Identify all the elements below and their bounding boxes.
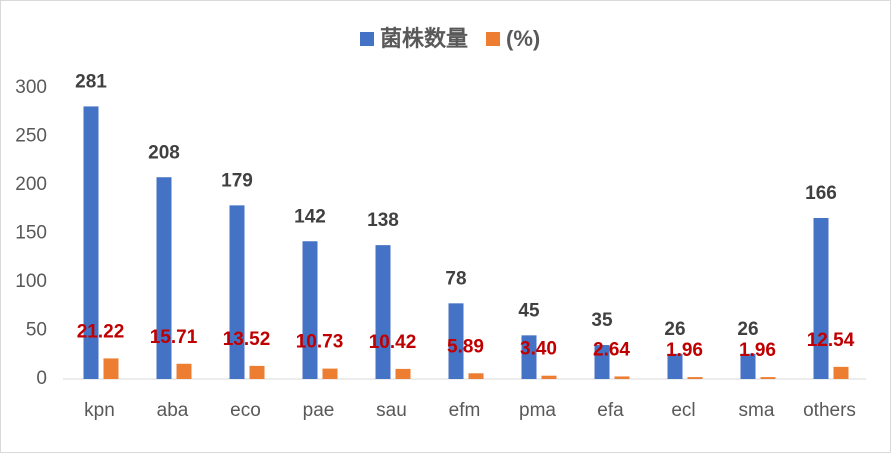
- bar: [760, 377, 776, 379]
- value-label: 15.71: [150, 327, 198, 348]
- x-tick-label: sma: [739, 400, 775, 421]
- x-tick-label: eco: [230, 400, 261, 421]
- x-tick-label: efa: [597, 400, 624, 421]
- bar: [322, 368, 338, 379]
- bar: [375, 245, 391, 379]
- value-label: 1.96: [666, 340, 703, 361]
- value-label: 21.22: [77, 321, 125, 342]
- value-label: 45: [518, 300, 540, 321]
- x-tick-label: others: [803, 400, 856, 421]
- bar: [521, 335, 537, 379]
- value-label: 179: [221, 170, 253, 191]
- bar: [614, 376, 630, 379]
- legend-swatch: [360, 32, 374, 46]
- bar: [448, 303, 464, 379]
- y-tick-label: 250: [15, 126, 47, 147]
- value-label: 3.40: [520, 339, 557, 360]
- value-label: 10.42: [369, 332, 417, 353]
- x-tick-label: pma: [519, 400, 556, 421]
- value-label: 78: [445, 268, 466, 289]
- x-tick-label: kpn: [84, 400, 115, 421]
- bar: [156, 177, 172, 379]
- y-tick-label: 200: [15, 174, 47, 195]
- value-label: 5.89: [447, 336, 484, 357]
- y-tick-label: 300: [15, 77, 47, 98]
- value-label: 208: [148, 142, 180, 163]
- value-label: 26: [664, 319, 685, 340]
- legend-swatch: [486, 32, 501, 46]
- x-tick-label: efm: [449, 400, 481, 421]
- bar: [594, 345, 610, 379]
- bar: [813, 217, 829, 379]
- legend-label: (%): [506, 26, 540, 51]
- y-tick-label: 0: [36, 368, 47, 389]
- value-label: 138: [367, 210, 399, 231]
- bar: [302, 241, 318, 379]
- bar: [667, 353, 683, 379]
- x-tick-label: sau: [376, 400, 407, 421]
- bar: [249, 365, 265, 379]
- bar: [176, 363, 192, 379]
- value-label: 166: [805, 183, 837, 204]
- bar: [103, 358, 119, 379]
- bar: [833, 366, 849, 379]
- y-tick-label: 150: [15, 223, 47, 244]
- bar: [687, 377, 703, 379]
- x-tick-label: aba: [157, 400, 189, 421]
- value-label: 12.54: [807, 330, 855, 351]
- bar: [229, 205, 245, 379]
- value-label: 2.64: [593, 339, 630, 360]
- bar: [541, 375, 557, 379]
- y-tick-label: 100: [15, 271, 47, 292]
- bar: [468, 373, 484, 379]
- y-tick-label: 50: [26, 320, 47, 341]
- legend-label: 菌株数量: [380, 26, 468, 51]
- value-label: 13.52: [223, 329, 271, 350]
- value-label: 26: [737, 319, 758, 340]
- value-label: 10.73: [296, 332, 344, 353]
- value-label: 281: [75, 71, 107, 92]
- bar: [395, 368, 411, 379]
- value-label: 142: [294, 206, 326, 227]
- x-tick-label: pae: [303, 400, 335, 421]
- bar: [740, 353, 756, 379]
- bar: [83, 106, 99, 380]
- x-tick-label: ecl: [671, 400, 695, 421]
- value-label: 35: [591, 310, 613, 331]
- value-label: 1.96: [739, 340, 776, 361]
